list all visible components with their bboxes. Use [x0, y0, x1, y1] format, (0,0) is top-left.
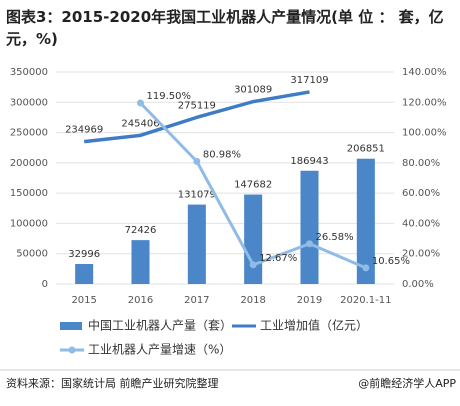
legend-label: 中国工业机器人产量（套） [88, 318, 232, 333]
x-tick-label: 2020.1-11 [340, 295, 391, 306]
bar-label: 206851 [347, 144, 385, 155]
legend-label: 工业机器人产量增速（%） [88, 343, 231, 357]
bar-label: 131079 [178, 190, 216, 201]
bar [244, 194, 263, 284]
legend-marker [68, 346, 76, 354]
y-tick-label: 200000 [10, 158, 48, 169]
bar-label: 72426 [125, 225, 157, 236]
bar-label: 147682 [234, 180, 272, 191]
point-label: 301089 [234, 85, 272, 96]
y2-tick-label: 120.00% [402, 97, 447, 108]
point-label: 10.65% [372, 256, 410, 267]
bar [75, 264, 94, 284]
watermark: @前瞻经济学人APP [358, 376, 456, 390]
x-tick-label: 2015 [71, 295, 96, 306]
marker [362, 264, 370, 272]
source: 资料来源：国家统计局 前瞻产业研究院整理 [6, 376, 219, 390]
marker [193, 157, 201, 165]
y2-tick-label: 80.00% [402, 158, 440, 169]
point-label: 12.67% [259, 253, 297, 264]
point-label: 119.50% [147, 91, 192, 102]
point-label: 275119 [178, 100, 216, 111]
y2-tick-label: 20.00% [402, 249, 440, 260]
point-label: 245406 [121, 118, 159, 129]
y2-tick-label: 140.00% [402, 67, 447, 78]
y-tick-label: 150000 [10, 188, 48, 199]
x-tick-label: 2018 [240, 295, 265, 306]
y2-tick-label: 0.00% [402, 279, 434, 290]
bar [356, 158, 375, 284]
y2-tick-label: 60.00% [402, 188, 440, 199]
y-tick-label: 100000 [10, 218, 48, 229]
bar [187, 204, 206, 284]
line [83, 90, 310, 144]
x-tick-label: 2017 [184, 295, 209, 306]
y-tick-label: 250000 [10, 128, 48, 139]
point-label: 80.98% [203, 149, 241, 160]
x-tick-label: 2016 [128, 295, 153, 306]
bar-label: 32996 [68, 249, 100, 260]
bar [131, 240, 150, 284]
y-tick-label: 50000 [16, 249, 48, 260]
legend-label: 工业增加值（亿元） [260, 318, 368, 333]
point-label: 317109 [290, 75, 328, 86]
point-label: 26.58% [316, 232, 354, 243]
y-tick-label: 350000 [10, 67, 48, 78]
bar-label: 186943 [290, 156, 328, 167]
marker [137, 99, 144, 107]
y-tick-label: 300000 [10, 97, 48, 108]
y2-tick-label: 100.00% [402, 128, 447, 139]
y-tick-label: 0 [42, 279, 48, 290]
x-tick-label: 2019 [297, 295, 322, 306]
marker [306, 240, 313, 248]
bar [300, 170, 319, 284]
chart-title: 图表3：2015-2020年我国工业机器人产量情况(单 位 ： 套，亿元，%) [6, 8, 444, 48]
legend-swatch [60, 322, 82, 330]
marker [249, 261, 257, 269]
point-label: 234969 [65, 125, 103, 136]
y2-tick-label: 40.00% [402, 218, 440, 229]
